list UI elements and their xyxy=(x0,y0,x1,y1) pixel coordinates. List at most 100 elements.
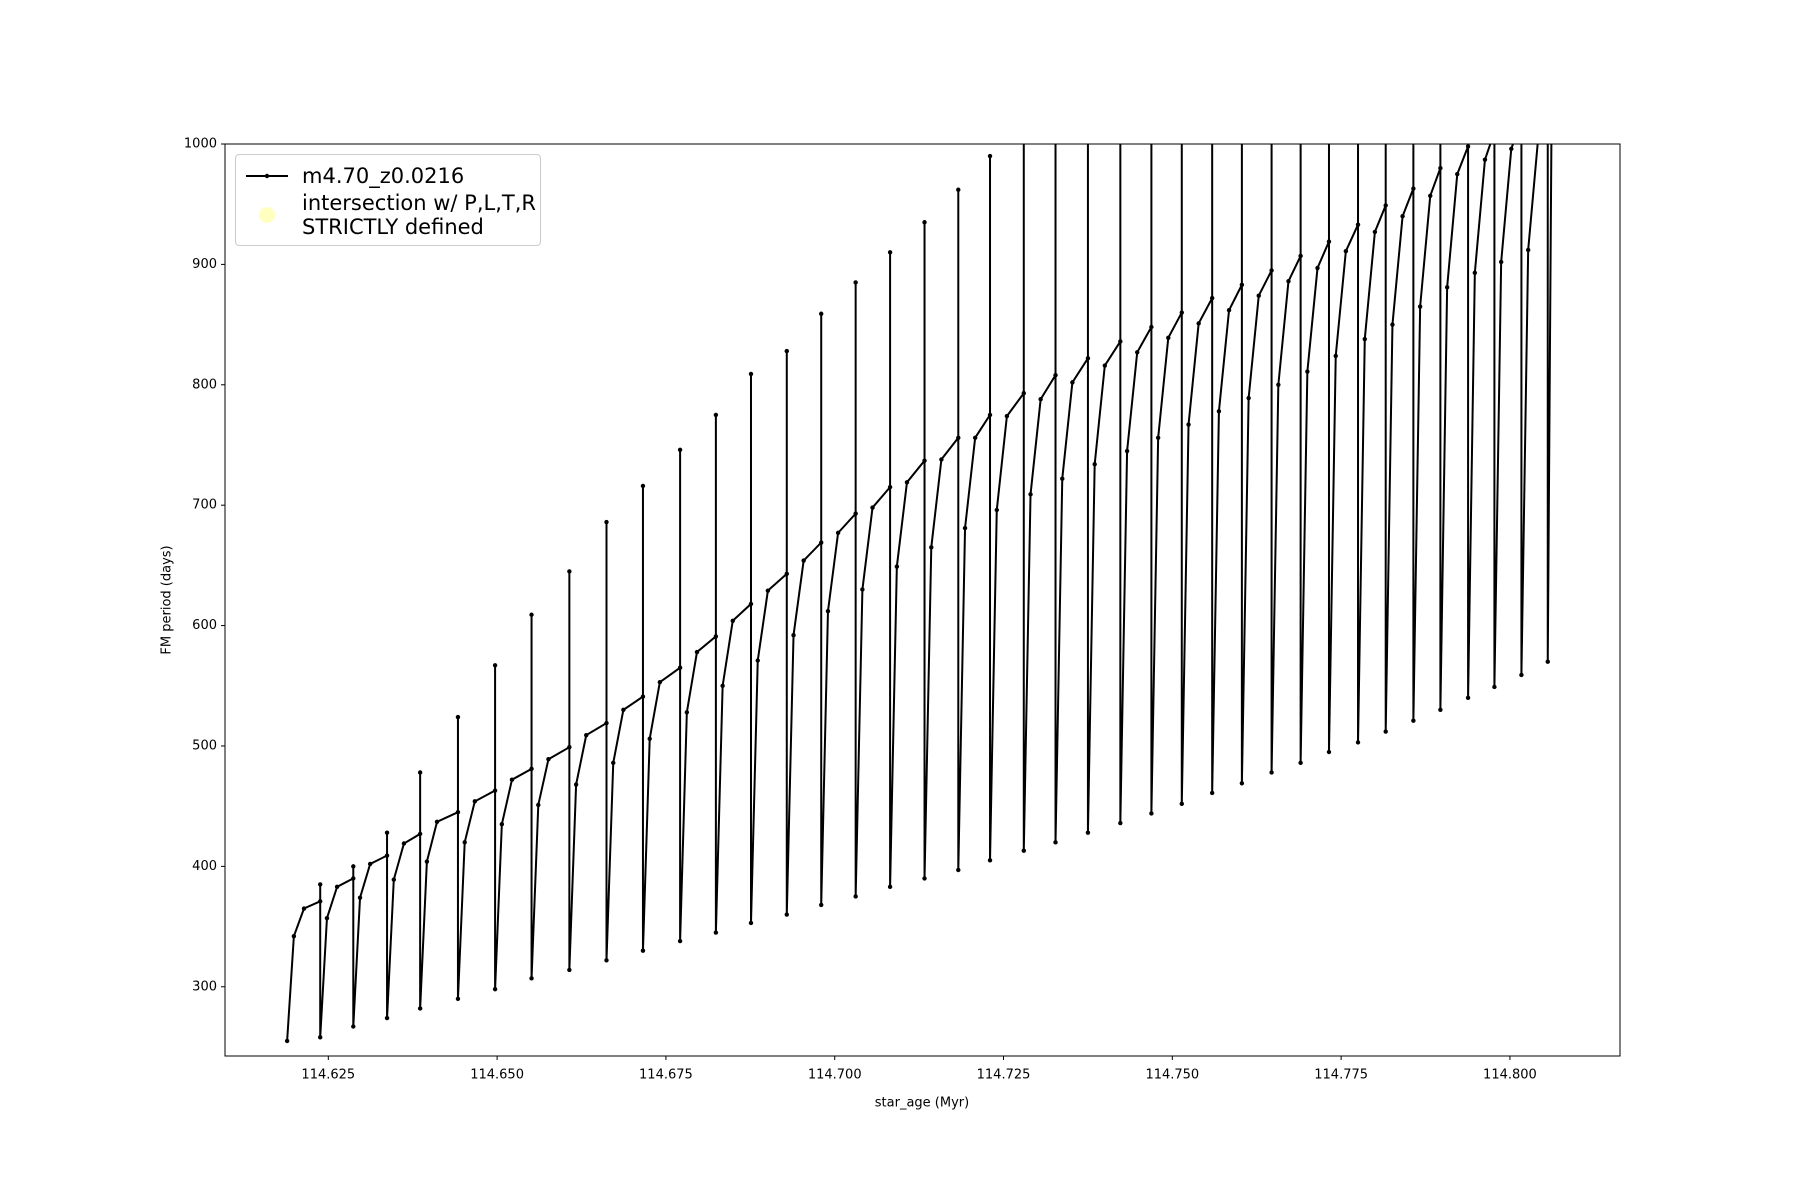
legend-marker xyxy=(259,207,275,223)
data-point xyxy=(835,530,841,536)
data-point xyxy=(904,480,910,485)
data-point xyxy=(1149,3,1153,7)
data-point xyxy=(492,663,498,668)
data-point xyxy=(1102,363,1108,368)
data-point xyxy=(1355,222,1361,227)
data-point xyxy=(462,840,467,845)
y-tick-label: 300 xyxy=(192,979,217,994)
data-point xyxy=(765,588,771,593)
data-point xyxy=(1196,321,1201,326)
y-tick-label: 400 xyxy=(192,859,217,874)
data-point xyxy=(860,587,865,592)
data-point xyxy=(1085,356,1091,361)
plot-area xyxy=(284,3,1554,1044)
y-tick-label: 800 xyxy=(192,377,217,392)
data-point xyxy=(621,707,626,713)
data-point xyxy=(611,760,616,766)
data-point xyxy=(1085,830,1091,835)
data-point xyxy=(1092,462,1097,467)
data-point xyxy=(384,1015,390,1021)
data-point xyxy=(1298,760,1303,766)
data-point xyxy=(1269,770,1274,775)
data-point xyxy=(657,679,663,685)
data-point xyxy=(994,507,999,513)
data-point xyxy=(784,571,789,577)
data-point xyxy=(1372,229,1378,235)
data-point xyxy=(647,736,652,741)
data-point xyxy=(1525,247,1531,253)
y-tick-label: 700 xyxy=(192,498,217,513)
data-point xyxy=(472,799,478,804)
data-point xyxy=(748,601,754,607)
data-point xyxy=(1226,307,1232,313)
data-point xyxy=(1028,492,1033,497)
data-point xyxy=(1550,82,1554,86)
data-point xyxy=(1519,672,1524,678)
data-point xyxy=(748,920,754,926)
data-point xyxy=(887,884,893,890)
data-point xyxy=(1166,335,1171,341)
data-point xyxy=(1465,695,1471,701)
data-point xyxy=(1305,369,1310,374)
data-point xyxy=(1186,422,1191,427)
data-point xyxy=(922,458,927,463)
data-point xyxy=(351,876,356,881)
data-point xyxy=(1209,790,1215,796)
x-axis-label: star_age (Myr) xyxy=(875,1096,969,1111)
data-point xyxy=(1149,324,1154,330)
data-point xyxy=(367,861,373,867)
legend-label: intersection w/ P,L,T,R STRICTLY defined xyxy=(302,191,536,239)
data-point xyxy=(791,633,796,638)
data-point xyxy=(956,187,961,192)
data-point xyxy=(720,683,725,688)
data-point xyxy=(1256,293,1261,298)
data-point xyxy=(748,371,754,377)
data-point xyxy=(1362,336,1367,342)
data-point xyxy=(1383,203,1388,208)
x-tick-label: 114.800 xyxy=(1483,1068,1537,1083)
data-point xyxy=(677,447,683,453)
data-point xyxy=(1124,448,1130,454)
data-point xyxy=(819,311,824,316)
data-point xyxy=(1022,124,1026,128)
data-point xyxy=(853,511,858,516)
data-point xyxy=(384,853,390,858)
data-point xyxy=(417,831,423,837)
data-point xyxy=(351,864,356,869)
data-point xyxy=(509,777,515,782)
data-point xyxy=(1118,339,1123,344)
data-point xyxy=(1179,310,1184,315)
data-point xyxy=(1053,372,1058,378)
data-point xyxy=(1135,350,1140,355)
data-point xyxy=(962,525,968,531)
data-point xyxy=(391,877,397,882)
data-point xyxy=(324,915,330,921)
data-point xyxy=(1053,840,1058,845)
data-point xyxy=(1465,144,1471,149)
data-point xyxy=(1438,165,1443,171)
data-point xyxy=(1216,409,1222,414)
data-point xyxy=(755,658,760,663)
data-point xyxy=(1209,295,1215,301)
data-point xyxy=(417,1006,423,1011)
data-point xyxy=(922,220,927,225)
data-point xyxy=(1411,718,1416,723)
legend-key xyxy=(246,173,288,179)
x-tick-label: 114.750 xyxy=(1145,1068,1199,1083)
data-point xyxy=(604,519,609,525)
data-point xyxy=(424,859,430,864)
data-point xyxy=(1400,214,1405,219)
data-point xyxy=(1333,353,1338,359)
data-point xyxy=(1038,397,1043,402)
data-point xyxy=(529,976,534,981)
y-tick-label: 900 xyxy=(192,257,217,272)
x-tick-label: 114.650 xyxy=(470,1068,524,1083)
x-tick-label: 114.725 xyxy=(977,1068,1031,1083)
data-point xyxy=(401,841,407,846)
data-point xyxy=(1438,707,1443,713)
data-point xyxy=(351,1024,356,1029)
data-point xyxy=(1021,391,1026,396)
data-point xyxy=(1519,118,1523,122)
data-point xyxy=(1118,33,1122,37)
